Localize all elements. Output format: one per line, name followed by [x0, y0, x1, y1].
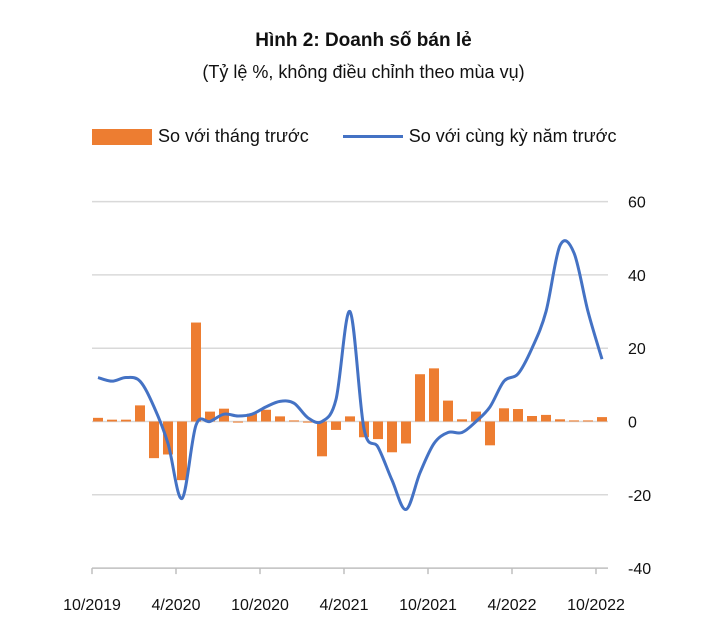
- x-tick-label: 4/2021: [320, 597, 369, 614]
- bar: [331, 421, 341, 430]
- bar: [303, 421, 313, 423]
- x-tick-label: 10/2019: [63, 597, 121, 614]
- bar: [163, 421, 173, 455]
- bar: [443, 400, 453, 422]
- legend-line-swatch: [342, 135, 403, 138]
- bar: [401, 421, 411, 444]
- bar: [191, 322, 201, 422]
- bar: [107, 419, 117, 422]
- bar: [569, 420, 579, 422]
- legend-bar-swatch: [92, 128, 152, 145]
- x-tick-label: 10/2021: [399, 597, 457, 614]
- bar: [457, 419, 467, 422]
- legend-bar-label: So với tháng trước: [158, 126, 309, 146]
- x-tick-label: 4/2022: [488, 597, 537, 614]
- x-tick-label: 4/2020: [152, 597, 201, 614]
- x-tick-label: 10/2020: [231, 597, 289, 614]
- bar: [121, 419, 131, 422]
- bar: [289, 420, 299, 422]
- bar: [583, 420, 593, 422]
- bar: [317, 421, 327, 457]
- bar: [205, 411, 215, 422]
- y-tick-label: 40: [628, 268, 646, 285]
- bar: [513, 409, 523, 422]
- x-tick-label: 10/2022: [567, 597, 625, 614]
- bar: [149, 421, 159, 459]
- bar: [261, 409, 271, 422]
- bar: [373, 421, 383, 440]
- y-tick-label: 60: [628, 195, 646, 212]
- chart-title: Hình 2: Doanh số bán lẻ: [255, 30, 472, 51]
- bar: [527, 416, 537, 422]
- bar: [247, 413, 257, 422]
- bar: [429, 368, 439, 422]
- bar: [275, 416, 285, 422]
- bar: [485, 421, 495, 446]
- legend: So với tháng trước So với cùng kỳ năm tr…: [92, 126, 616, 147]
- bar: [541, 414, 551, 422]
- bar: [471, 411, 481, 422]
- bar: [387, 421, 397, 453]
- bar: [233, 421, 243, 423]
- y-tick-label: 20: [628, 341, 646, 358]
- y-tick-label: 0: [628, 415, 637, 432]
- bar: [135, 405, 145, 422]
- chart-subtitle: (Tỷ lệ %, không điều chỉnh theo mùa vụ): [202, 62, 525, 82]
- bar: [555, 419, 565, 422]
- bar: [345, 416, 355, 422]
- bar: [177, 421, 187, 481]
- y-tick-label: -40: [628, 561, 651, 578]
- bar: [597, 417, 607, 422]
- bar: [93, 417, 103, 422]
- legend-line-label: So với cùng kỳ năm trước: [408, 126, 617, 146]
- series-line: [97, 239, 604, 511]
- bar: [499, 408, 509, 422]
- y-tick-label: -20: [628, 488, 651, 505]
- bar: [415, 374, 425, 422]
